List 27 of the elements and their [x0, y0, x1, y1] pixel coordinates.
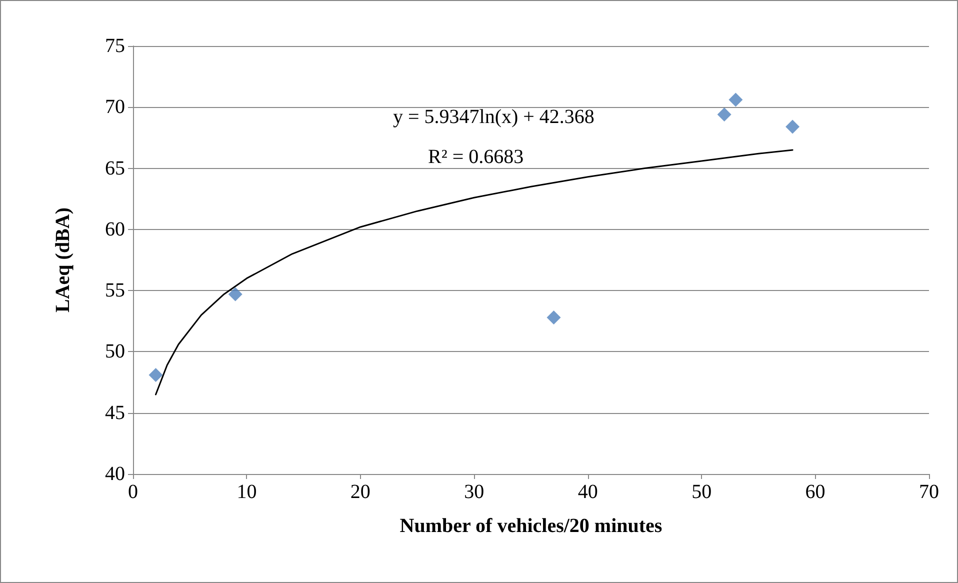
- x-tick-label: 0: [128, 481, 138, 503]
- x-tick-label: 30: [464, 481, 484, 503]
- y-axis-title: LAeq (dBA): [52, 207, 74, 313]
- y-tick-label: 70: [105, 96, 125, 118]
- y-tick-label: 50: [105, 340, 125, 363]
- point: [546, 310, 561, 324]
- point: [717, 107, 732, 122]
- y-tick-label: 60: [105, 218, 125, 240]
- point: [148, 368, 163, 382]
- line-series: [154, 149, 794, 396]
- annotation: y = 5.9347ln(x) + 42.368: [393, 106, 594, 128]
- point: [228, 287, 242, 302]
- x-tick-label: 40: [578, 481, 598, 503]
- x-axis-title: Number of vehicles/20 minutes: [400, 515, 662, 537]
- x-tick-label: 70: [919, 481, 939, 503]
- annotation: R² = 0.6683: [428, 146, 524, 168]
- point: [786, 120, 800, 134]
- point: [728, 92, 743, 107]
- y-tick-label: 40: [105, 463, 125, 485]
- x-tick-label: 20: [350, 481, 370, 503]
- x-tick-label: 60: [805, 481, 826, 503]
- y-tick-label: 45: [105, 402, 125, 424]
- x-tick-label: 50: [692, 481, 712, 503]
- y-tick-label: 55: [105, 280, 125, 302]
- y-tick-label: 75: [105, 35, 125, 57]
- y-tick-label: 65: [105, 157, 125, 180]
- x-tick-label: 10: [236, 481, 257, 503]
